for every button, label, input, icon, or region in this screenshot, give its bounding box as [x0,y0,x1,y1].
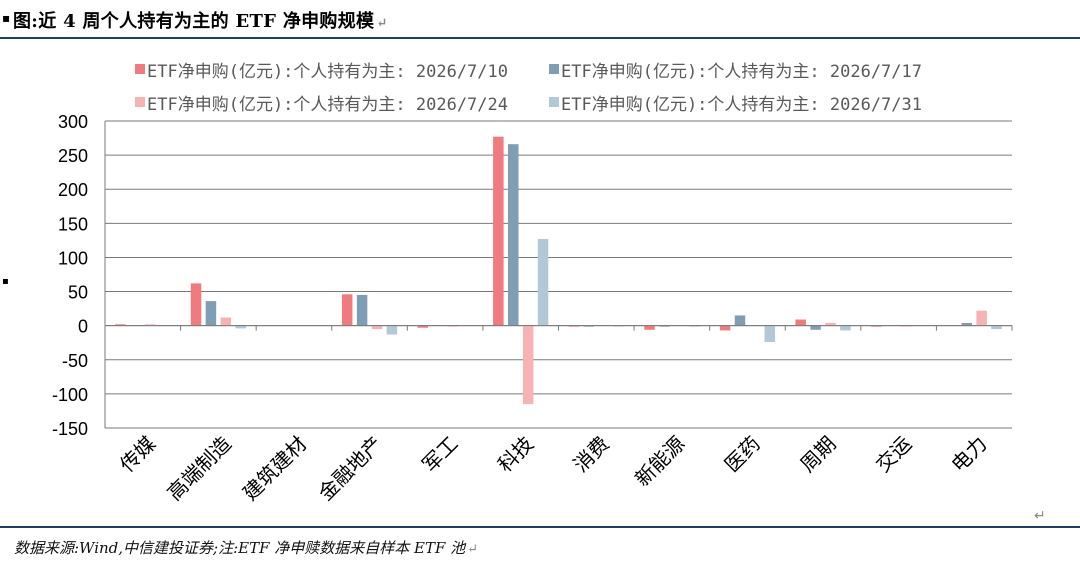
title-bullet: ▪ [2,11,11,25]
return-icon: ↵ [1034,508,1046,524]
side-bullet: ▪ [2,276,9,287]
y-tick-label: -50 [62,351,88,371]
category-label: 金融地产 [314,432,388,506]
category-label: 军工 [417,432,462,477]
bar [961,322,973,326]
y-tick-label: 300 [58,112,88,132]
bar [840,325,851,331]
figure-title: 图:近 4 周个人持有为主的 ETF 净申购规模 ↵ [13,7,388,33]
bar [235,325,246,329]
y-tick-label: -150 [52,419,88,439]
bar [144,324,156,326]
category-label: 建筑建材 [238,432,312,506]
bar [220,317,232,326]
bar [493,136,504,326]
category-label: 科技 [493,432,538,477]
category-label: 电力 [946,432,991,477]
bar [386,325,398,335]
legend-swatch [135,97,145,107]
bar [417,325,429,328]
bar [719,325,731,331]
bar [341,294,353,326]
category-label: 交运 [871,432,916,477]
y-tick-label: 0 [78,317,88,337]
bar [991,325,1002,330]
category-label: 周期 [795,432,840,477]
y-tick-label: 150 [58,214,88,234]
y-tick-label: 100 [58,248,88,268]
legend-swatch [549,64,559,74]
y-tick-label: 50 [68,283,88,303]
category-label: 消费 [569,432,614,477]
legend-swatch [549,97,559,107]
top-rule [0,37,1080,39]
bar [508,144,519,326]
bar [371,325,383,330]
legend-swatch [135,64,145,74]
bottom-rule [0,526,1080,528]
legend-label: ETF净申购(亿元):个人持有为主: 2026/7/31 [561,95,922,115]
return-icon: ↵ [376,16,388,31]
bar [115,324,126,326]
bar-chart: 300 250 200 150 100 50 0 -50 -100 -150 传媒 高端制造 建筑建材金… [52,62,1013,506]
figure-title-row: ▪ 图:近 4 周个人持有为主的 ETF 净申购规模 ↵ [0,0,1080,38]
bar [522,325,534,405]
bar [205,301,217,326]
bar [190,283,202,326]
category-label: 新能源 [630,432,689,491]
bar [734,315,746,326]
return-icon: ↵ [467,542,479,557]
legend-label: ETF净申购(亿元):个人持有为主: 2026/7/17 [561,62,922,82]
figure-title-text: 图:近 4 周个人持有为主的 ETF 净申购规模 [13,11,375,32]
legend-label: ETF净申购(亿元):个人持有为主: 2026/7/10 [147,62,508,82]
bar [810,325,821,330]
bar [795,319,806,326]
bar [356,294,368,326]
category-label: 高端制造 [162,432,236,506]
bar [537,239,549,326]
bar [764,325,776,343]
bar [825,322,836,326]
category-label: 医药 [720,432,765,477]
y-tick-label: 250 [58,146,88,166]
bar [976,310,987,326]
bar [644,325,655,330]
y-tick-label: 200 [58,180,88,200]
source-text: 数据来源:Wind,中信建投证券;注:ETF 净申赎数据来自样本 ETF 池 [14,539,466,557]
category-label: 传媒 [115,432,160,477]
y-tick-label: -100 [52,385,88,405]
source-note: 数据来源:Wind,中信建投证券;注:ETF 净申赎数据来自样本 ETF 池 ↵ [14,537,478,558]
legend-label: ETF净申购(亿元):个人持有为主: 2026/7/24 [147,95,508,115]
